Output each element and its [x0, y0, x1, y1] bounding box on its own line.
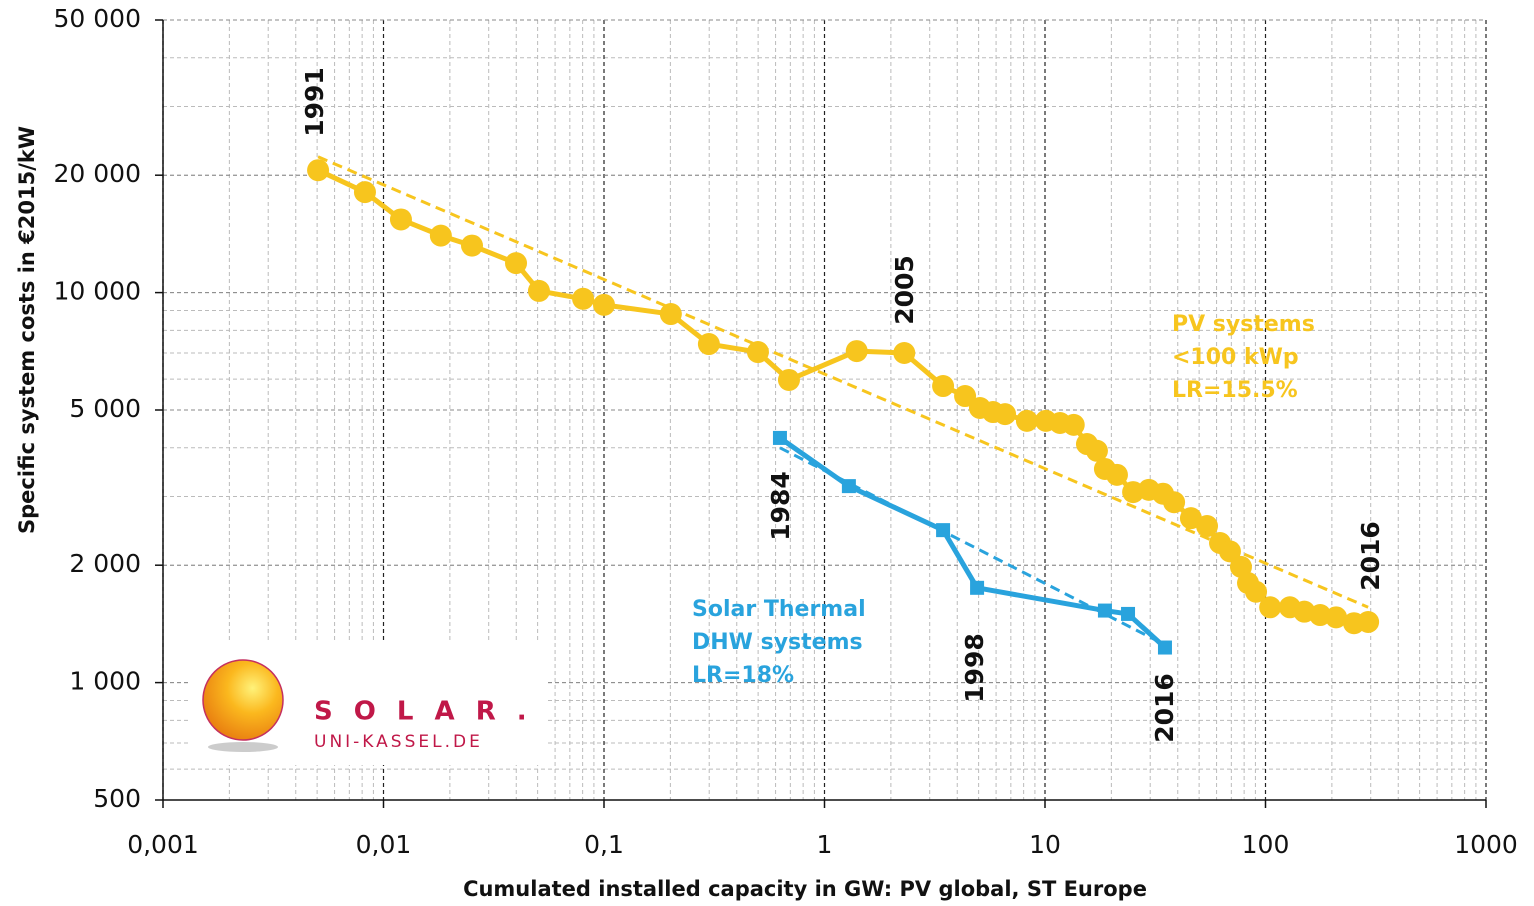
marker	[527, 279, 550, 302]
marker	[593, 293, 615, 316]
marker	[994, 403, 1017, 426]
annotation: 1991	[300, 67, 329, 137]
series-label: DHW systems	[692, 630, 863, 655]
x-tick-label: 10	[1029, 830, 1061, 859]
x-tick-label: 1	[817, 830, 833, 859]
marker	[932, 375, 955, 398]
marker	[1097, 603, 1112, 618]
y-tick-label: 5 000	[69, 394, 141, 423]
logo-shadow	[208, 742, 278, 752]
marker	[429, 224, 452, 247]
marker	[893, 342, 916, 365]
marker	[1218, 540, 1241, 563]
logo-sun	[202, 659, 284, 741]
y-tick-label: 50 000	[54, 4, 141, 33]
marker	[936, 523, 951, 538]
marker	[1015, 409, 1038, 432]
x-tick-label: 0,1	[584, 830, 624, 859]
marker	[659, 303, 682, 326]
x-tick-label: 0,01	[356, 830, 412, 859]
marker	[1325, 606, 1348, 629]
series-label: Solar Thermal	[692, 597, 866, 622]
marker	[772, 430, 787, 445]
y-tick-label: 20 000	[54, 159, 141, 188]
marker	[746, 341, 769, 364]
marker	[1196, 515, 1219, 538]
marker	[1357, 611, 1380, 634]
marker	[1062, 413, 1085, 436]
x-tick-label: 100	[1242, 830, 1290, 859]
y-tick-label: 2 000	[69, 549, 141, 578]
marker	[353, 181, 376, 204]
marker	[1157, 640, 1172, 655]
x-axis-title: Cumulated installed capacity in GW: PV g…	[463, 877, 1147, 901]
marker	[572, 287, 595, 310]
logo-url: UNI-KASSEL.DE	[314, 732, 483, 752]
marker	[461, 234, 484, 257]
marker	[970, 580, 985, 595]
y-tick-label: 500	[93, 784, 141, 813]
marker	[1259, 596, 1282, 619]
marker	[697, 333, 720, 356]
marker	[1085, 439, 1108, 462]
marker	[1105, 463, 1128, 486]
logo-name: S O L A R .	[314, 697, 533, 727]
marker	[1121, 606, 1136, 621]
marker	[1163, 491, 1186, 514]
trend-line	[317, 155, 1369, 609]
x-tick-label: 0,001	[127, 830, 199, 859]
annotation: 1998	[960, 633, 989, 703]
marker	[841, 479, 856, 494]
y-axis-title: Specific system costs in €2015/kW	[15, 126, 39, 534]
series-label: LR=15.5%	[1172, 378, 1298, 403]
y-tick-label: 1 000	[69, 667, 141, 696]
y-tick-label: 10 000	[54, 277, 141, 306]
annotation: 2016	[1356, 521, 1385, 591]
marker	[389, 208, 412, 231]
marker	[954, 385, 977, 408]
series-label: <100 kWp	[1172, 345, 1299, 370]
annotation: 2005	[890, 255, 919, 325]
marker	[1245, 580, 1268, 603]
annotation: 1984	[766, 471, 795, 541]
marker	[307, 159, 330, 182]
grid	[162, 19, 1487, 801]
annotation: 2016	[1150, 673, 1179, 743]
series-label: PV systems	[1172, 312, 1315, 337]
series-label: LR=18%	[692, 663, 794, 688]
marker	[505, 252, 528, 275]
x-tick-label: 1000	[1454, 830, 1518, 859]
marker	[845, 340, 868, 363]
marker	[777, 368, 800, 391]
